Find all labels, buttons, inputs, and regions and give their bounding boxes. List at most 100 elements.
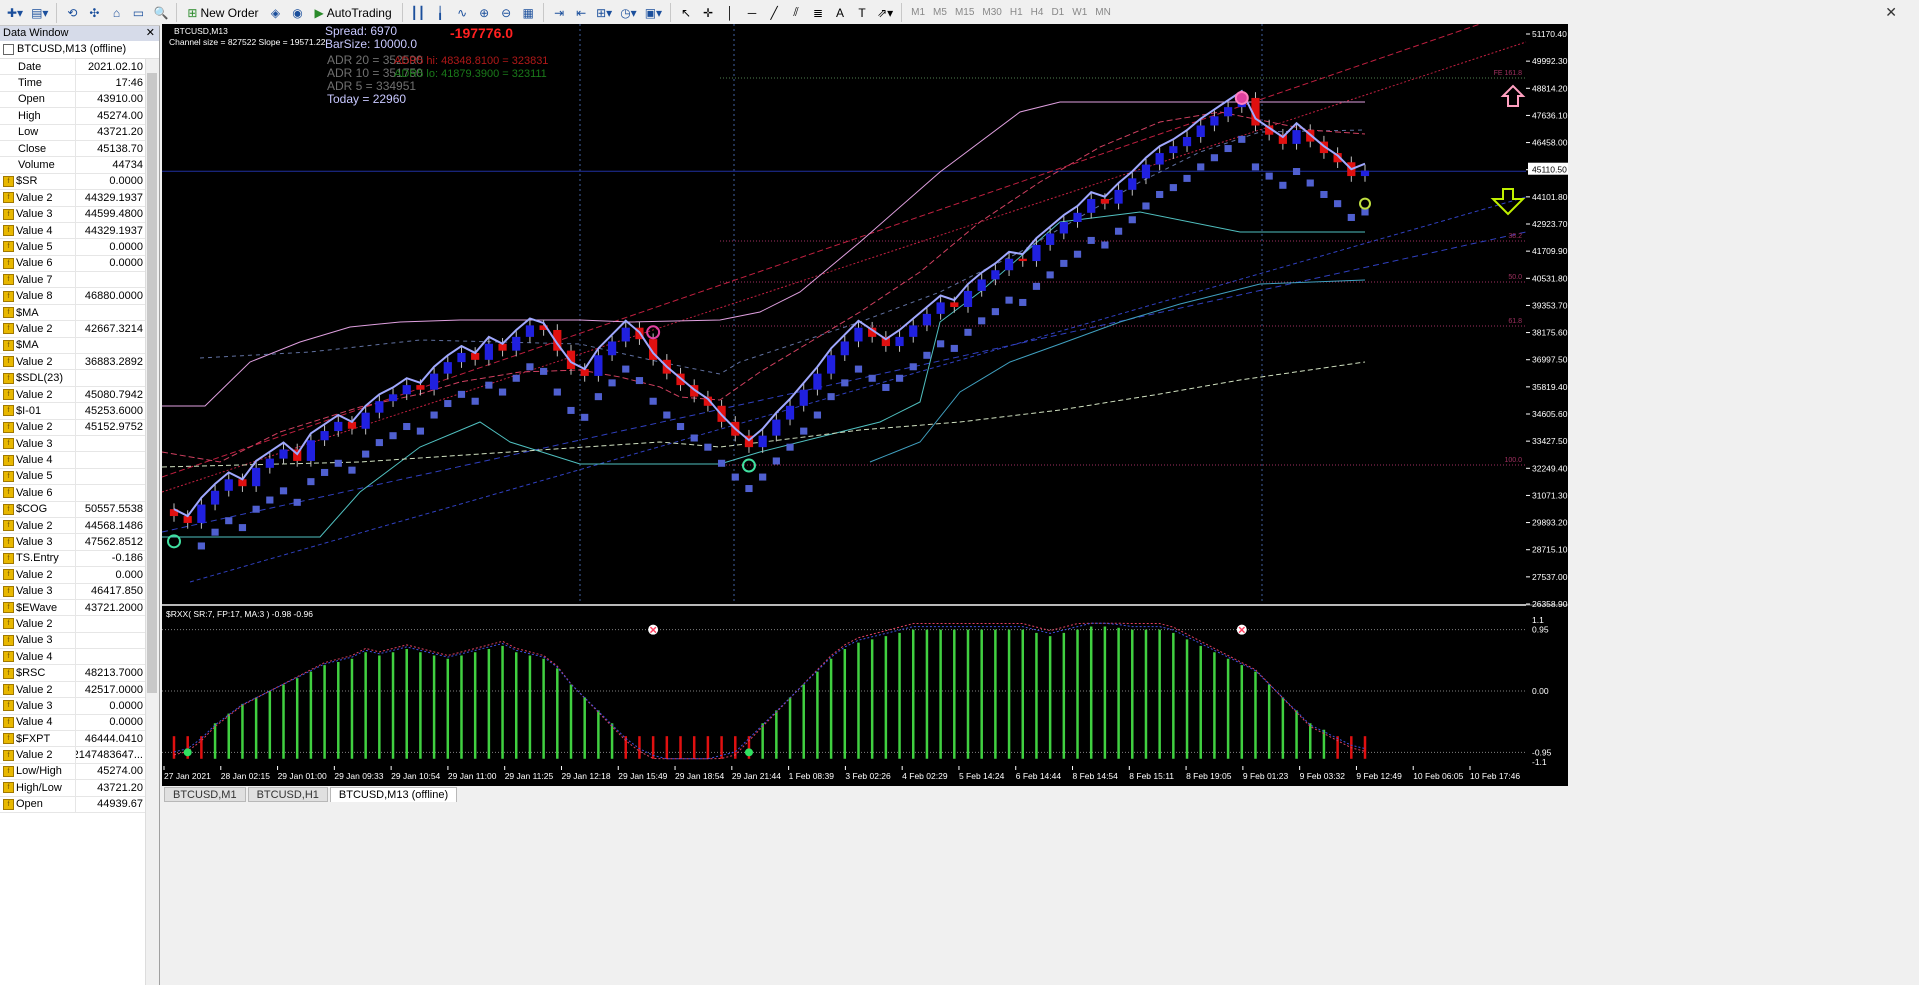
- price-axis-label: 40531.80: [1532, 273, 1568, 283]
- new-chart-icon[interactable]: ✚▾: [7, 5, 24, 20]
- indicator-icon: f: [3, 749, 14, 761]
- data-window-scrollbar[interactable]: [145, 59, 159, 985]
- time-axis-label: 10 Feb 17:46: [1470, 771, 1520, 781]
- row-name: $RSC: [16, 667, 46, 680]
- row-value: 43721.2000: [84, 601, 143, 614]
- metaeditor-icon[interactable]: ◈: [270, 5, 281, 20]
- navigator-icon[interactable]: ✣: [89, 5, 100, 20]
- checkbox-icon[interactable]: [3, 44, 14, 55]
- bear-candle: [347, 421, 357, 429]
- chart-shift-icon[interactable]: ⇤: [576, 5, 587, 20]
- equidistant-channel-icon[interactable]: ⫽: [793, 5, 799, 19]
- row-name: $COG: [16, 503, 48, 516]
- templates-icon[interactable]: ▣▾: [644, 5, 663, 20]
- timeframe-m15[interactable]: M15: [954, 7, 975, 18]
- data-window-row: Low 43721.20: [0, 124, 146, 141]
- time-axis-label: 9 Feb 12:49: [1356, 771, 1402, 781]
- bear-candle: [881, 336, 890, 347]
- lower-band-box: [320, 468, 329, 476]
- timeframe-h1[interactable]: H1: [1009, 7, 1023, 18]
- fibonacci-icon[interactable]: ≣: [813, 5, 824, 20]
- sell-marker: [1234, 90, 1249, 105]
- timeframe-d1[interactable]: D1: [1051, 7, 1065, 18]
- crosshair-icon[interactable]: ✛: [703, 5, 714, 20]
- data-window-row: f Value 2 44568.1486: [0, 517, 146, 535]
- data-window-icon[interactable]: ⌂: [112, 5, 121, 20]
- cursor-icon[interactable]: ↖: [681, 5, 692, 20]
- time-axis-label: 3 Feb 02:26: [845, 771, 891, 781]
- row-name: TS.Entry: [16, 552, 59, 565]
- lower-band-box: [1169, 184, 1177, 192]
- row-value: 0.000: [115, 568, 143, 581]
- lower-band-box: [1238, 135, 1246, 143]
- row-name: Value 3: [16, 437, 53, 450]
- data-window-close-icon[interactable]: ✕: [145, 27, 155, 39]
- timeframe-m1[interactable]: M1: [911, 7, 926, 18]
- bull-candle: [621, 327, 630, 342]
- tile-windows-icon[interactable]: ▦: [522, 5, 534, 20]
- indicator-icon: f: [3, 421, 14, 433]
- data-window-row: Volume 44734: [0, 157, 146, 174]
- lower-band-box: [457, 390, 466, 398]
- candle-chart-icon[interactable]: ╽: [436, 5, 444, 20]
- timeframe-m5[interactable]: M5: [933, 7, 947, 18]
- chart-area[interactable]: ✕ ✕ 1.10.95 0.00 -0.95-1.1 51170.40 49992.30 4…: [160, 22, 1919, 985]
- profiles-icon[interactable]: ▤▾: [31, 5, 49, 20]
- chart-tab[interactable]: BTCUSD,H1: [247, 787, 328, 802]
- chart-tab[interactable]: BTCUSD,M13 (offline): [329, 787, 458, 802]
- data-window-row: Open 43910.00: [0, 91, 146, 109]
- strategy-tester-icon[interactable]: 🔍: [153, 5, 169, 20]
- horizontal-line-icon[interactable]: ─: [747, 5, 757, 20]
- line-chart-icon[interactable]: ∿: [457, 5, 468, 20]
- timeframe-h4[interactable]: H4: [1030, 7, 1044, 18]
- data-window-symbol-row[interactable]: BTCUSD,M13 (offline): [0, 41, 159, 59]
- auto-scroll-icon[interactable]: ⇥: [554, 5, 565, 20]
- signals-icon[interactable]: ◉: [292, 5, 303, 20]
- zoom-in-icon[interactable]: ⊕: [479, 5, 490, 20]
- timeframe-w1[interactable]: W1: [1072, 7, 1088, 18]
- bar-chart-icon[interactable]: ┃┃: [410, 5, 426, 20]
- row-name: High/Low: [16, 781, 62, 794]
- data-window-row: Date 2021.02.10: [0, 59, 146, 76]
- row-name: Value 4: [16, 650, 53, 663]
- text-label-icon[interactable]: T: [858, 5, 866, 20]
- lower-band-box: [1292, 168, 1301, 176]
- timeframe-m30[interactable]: M30: [982, 7, 1002, 18]
- time-axis-label: 29 Jan 01:00: [278, 771, 327, 781]
- periods-icon[interactable]: ◷▾: [620, 5, 637, 20]
- trendline-icon[interactable]: ╱: [770, 5, 778, 20]
- close-icon[interactable]: ✕: [1885, 4, 1897, 20]
- autotrading-button[interactable]: ▶ AutoTrading: [309, 3, 396, 23]
- scrollbar-thumb[interactable]: [147, 73, 157, 693]
- market-watch-icon[interactable]: ⟲: [67, 5, 78, 20]
- fibo-label: FE 161.8: [1494, 70, 1523, 77]
- data-window-row: f Value 4 0.0000: [0, 714, 146, 732]
- price-chart-canvas[interactable]: [162, 24, 1526, 604]
- pnl-label: -197776.0: [450, 25, 513, 41]
- zoom-out-icon[interactable]: ⊖: [501, 5, 512, 20]
- bull-candle: [265, 458, 274, 468]
- chart-tab[interactable]: BTCUSD,M1: [164, 787, 246, 802]
- lower-envelope: [162, 211, 1365, 538]
- data-window-row: f Value 2 45080.7942: [0, 386, 146, 404]
- terminal-icon[interactable]: ▭: [132, 5, 145, 20]
- data-window-row: f Value 2 42667.3214: [0, 321, 146, 338]
- timeframe-mn[interactable]: MN: [1095, 7, 1111, 18]
- row-name-cell: f Value 3: [0, 583, 76, 599]
- row-name-cell: f Value 2: [0, 190, 76, 206]
- time-axis-label: 8 Feb 14:54: [1073, 771, 1119, 781]
- row-name: $SDL(23): [16, 372, 64, 385]
- text-icon[interactable]: A: [836, 5, 845, 20]
- lower-band-box: [512, 374, 520, 382]
- indicators-icon[interactable]: ⊞▾: [596, 5, 613, 20]
- bull-candle: [936, 302, 945, 314]
- row-name: Time: [18, 77, 43, 90]
- lower-band-box: [307, 478, 315, 486]
- vertical-line-icon[interactable]: │: [726, 5, 734, 20]
- lower-band-box: [827, 393, 835, 401]
- data-window-row: f $I-01 45253.6000: [0, 403, 146, 420]
- new-order-button[interactable]: ⊞ New Order: [182, 3, 263, 23]
- arrows-icon[interactable]: ⇗▾: [877, 5, 894, 20]
- toolbar-separator: [176, 2, 178, 23]
- row-value: 43721.20: [97, 781, 143, 794]
